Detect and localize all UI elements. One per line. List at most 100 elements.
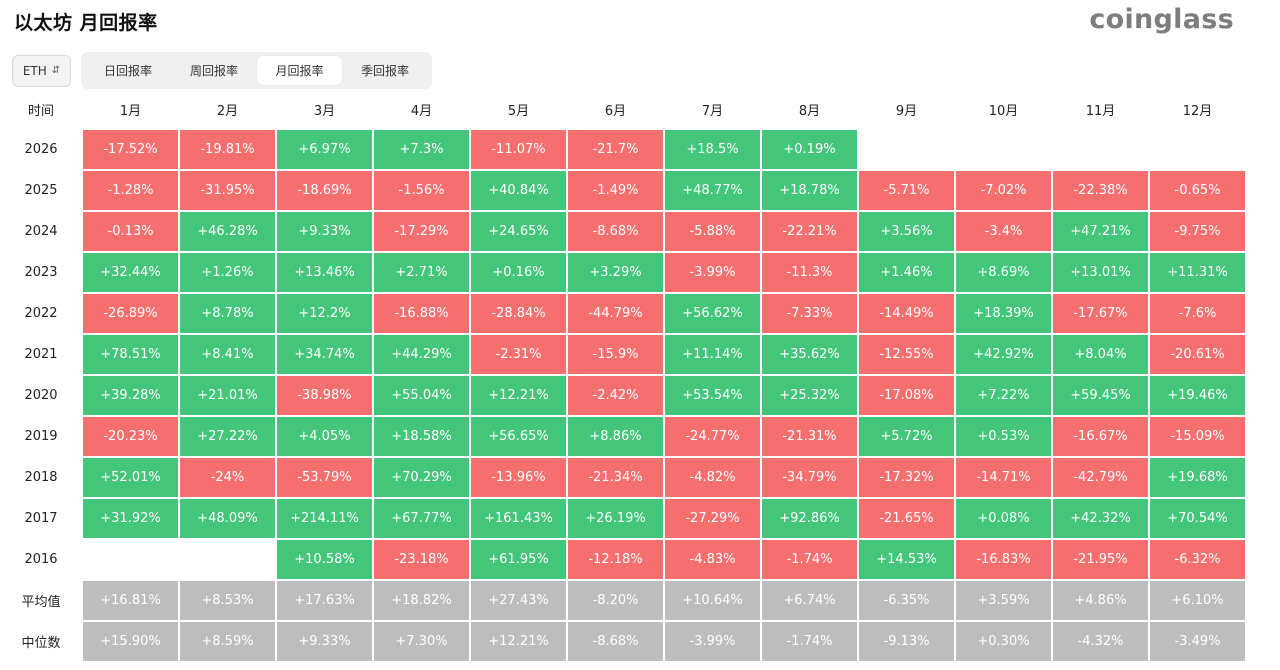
return-cell: +32.44%	[83, 253, 178, 292]
return-cell	[859, 130, 954, 169]
return-cell: -26.89%	[83, 294, 178, 333]
return-cell: -11.07%	[471, 130, 566, 169]
return-cell: -23.18%	[374, 540, 469, 579]
return-cell: +18.5%	[665, 130, 760, 169]
return-cell: -22.38%	[1053, 171, 1148, 210]
time-column-header: 时间	[27, 103, 54, 119]
return-cell: +19.68%	[1150, 458, 1245, 497]
return-cell: -14.71%	[956, 458, 1051, 497]
return-cell: -21.95%	[1053, 540, 1148, 579]
return-cell: +56.65%	[471, 417, 566, 456]
return-cell: +46.28%	[180, 212, 275, 251]
return-cell: +7.3%	[374, 130, 469, 169]
tab-weekly-return[interactable]: 周回报率	[189, 64, 238, 78]
return-cell: +35.62%	[762, 335, 857, 374]
return-cell: +12.21%	[471, 376, 566, 415]
return-cell: -19.81%	[180, 130, 275, 169]
summary-label: 平均值	[21, 595, 61, 610]
return-cell: -42.79%	[1053, 458, 1148, 497]
return-cell: +18.39%	[956, 294, 1051, 333]
return-cell: -20.23%	[83, 417, 178, 456]
year-label: 2025	[24, 183, 58, 198]
return-cell	[956, 130, 1051, 169]
summary-cell: +16.81%	[83, 581, 178, 620]
coinglass-logo: coinglass	[1089, 4, 1234, 35]
return-cell: -21.65%	[859, 499, 954, 538]
tab-daily-return[interactable]: 日回报率	[103, 64, 152, 78]
return-cell: -44.79%	[568, 294, 663, 333]
return-cell: +40.84%	[471, 171, 566, 210]
return-cell: -8.68%	[568, 212, 663, 251]
return-cell: -12.55%	[859, 335, 954, 374]
return-cell: -24%	[180, 458, 275, 497]
return-cell: +9.33%	[277, 212, 372, 251]
return-cell: -20.61%	[1150, 335, 1245, 374]
monthly-return-table: 时间 1月 2月 3月 4月 5月 6月 7月 8月 9月 10月 11月 12月 2026 -17.52%…	[0, 89, 1246, 662]
return-cell	[83, 540, 178, 579]
return-cell: -12.18%	[568, 540, 663, 579]
return-cell: +18.78%	[762, 171, 857, 210]
return-cell: -17.29%	[374, 212, 469, 251]
return-cell: +1.46%	[859, 253, 954, 292]
return-cell: +61.95%	[471, 540, 566, 579]
return-cell: +92.86%	[762, 499, 857, 538]
summary-cell: +6.74%	[762, 581, 857, 620]
summary-cell: -8.68%	[568, 622, 663, 661]
return-cell: +70.54%	[1150, 499, 1245, 538]
month-header: 2月	[216, 103, 239, 119]
month-header: 8月	[798, 103, 821, 119]
return-cell: -1.74%	[762, 540, 857, 579]
return-cell	[180, 540, 275, 579]
summary-cell: -8.20%	[568, 581, 663, 620]
return-cell: -4.83%	[665, 540, 760, 579]
return-cell: +10.58%	[277, 540, 372, 579]
return-cell: -1.56%	[374, 171, 469, 210]
return-cell: +11.14%	[665, 335, 760, 374]
return-cell: +14.53%	[859, 540, 954, 579]
year-label: 2026	[24, 142, 58, 157]
return-cell: -38.98%	[277, 376, 372, 415]
return-cell: +5.72%	[859, 417, 954, 456]
return-cell: -2.31%	[471, 335, 566, 374]
return-cell: -21.34%	[568, 458, 663, 497]
return-cell: -18.69%	[277, 171, 372, 210]
return-cell: +0.08%	[956, 499, 1051, 538]
month-header: 11月	[1085, 103, 1116, 119]
tab-monthly-return[interactable]: 月回报率	[257, 56, 342, 85]
return-cell: +6.97%	[277, 130, 372, 169]
return-cell: +8.41%	[180, 335, 275, 374]
return-cell: -28.84%	[471, 294, 566, 333]
year-label: 2019	[24, 429, 58, 444]
return-cell: +70.29%	[374, 458, 469, 497]
return-cell: +25.32%	[762, 376, 857, 415]
asset-select[interactable]: ETH ⇵	[12, 55, 71, 87]
summary-cell: -9.13%	[859, 622, 954, 661]
return-cell: +4.05%	[277, 417, 372, 456]
summary-cell: +10.64%	[665, 581, 760, 620]
return-cell	[1150, 130, 1245, 169]
summary-cell: +9.33%	[277, 622, 372, 661]
summary-cell: +27.43%	[471, 581, 566, 620]
return-cell: -15.09%	[1150, 417, 1245, 456]
return-cell: +34.74%	[277, 335, 372, 374]
return-cell: -53.79%	[277, 458, 372, 497]
tab-quarterly-return[interactable]: 季回报率	[360, 64, 409, 78]
return-cell: -3.4%	[956, 212, 1051, 251]
return-cell: +11.31%	[1150, 253, 1245, 292]
return-cell: -7.33%	[762, 294, 857, 333]
return-cell	[1053, 130, 1148, 169]
return-cell: -16.83%	[956, 540, 1051, 579]
summary-cell: +3.59%	[956, 581, 1051, 620]
summary-cell: +12.21%	[471, 622, 566, 661]
table-row: 2021 +78.51% +8.41% +34.74% +44.29% -2.31% -15…	[0, 334, 1246, 375]
table-row: 2019 -20.23% +27.22% +4.05% +18.58% +56.65% +8…	[0, 416, 1246, 457]
summary-cell: -3.99%	[665, 622, 760, 661]
year-label: 2020	[24, 388, 58, 403]
return-cell: +8.86%	[568, 417, 663, 456]
period-tabs: 日回报率 周回报率 月回报率 季回报率	[81, 52, 432, 89]
summary-cell: +15.90%	[83, 622, 178, 661]
return-cell: -0.65%	[1150, 171, 1245, 210]
page-title: 以太坊 月回报率	[14, 12, 158, 34]
return-cell: +0.16%	[471, 253, 566, 292]
summary-row: 中位数 +15.90% +8.59% +9.33% +7.30% +12.21% -8.68…	[0, 621, 1246, 662]
